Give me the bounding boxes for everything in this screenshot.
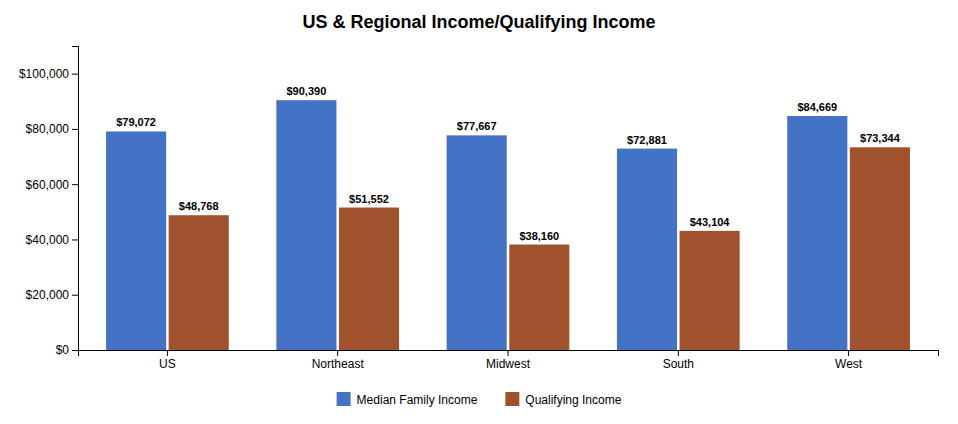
x-tick-line [508, 350, 509, 356]
y-tick: $20,000 [26, 288, 78, 302]
x-tick-line [167, 350, 168, 356]
data-label: $43,104 [690, 216, 731, 228]
data-label: $77,667 [457, 120, 497, 132]
bar [787, 116, 847, 350]
bar [339, 208, 399, 350]
y-tick-line [72, 74, 78, 75]
bar [447, 135, 507, 350]
plot: $0 $20,000 $40,000 $60,000 $80,000 $100,000 US… [19, 47, 939, 371]
x-tick: West [835, 350, 863, 371]
y-tick-line [72, 295, 78, 296]
x-tick-label: Northeast [312, 357, 365, 371]
legend-label: Median Family Income [357, 393, 478, 407]
axis-domain [72, 47, 79, 351]
bars [106, 100, 910, 350]
x-axis: US Northeast Midwest South West [79, 350, 939, 371]
legend-swatch [505, 392, 519, 406]
legend-item: Median Family Income [337, 392, 478, 407]
data-label: $38,160 [519, 230, 559, 242]
x-tick: Northeast [312, 350, 365, 371]
x-tick-line [678, 350, 679, 356]
x-tick-line [848, 350, 849, 356]
legend-item: Qualifying Income [505, 392, 621, 407]
axis-domain [79, 351, 939, 357]
y-axis: $0 $20,000 $40,000 $60,000 $80,000 $100,000 [19, 47, 79, 358]
y-tick-line [72, 184, 78, 185]
y-tick: $0 [56, 343, 78, 357]
x-tick: Midwest [486, 350, 531, 371]
x-tick-label: Midwest [486, 357, 531, 371]
bar [850, 147, 910, 350]
x-tick-label: West [835, 357, 863, 371]
x-tick: US [159, 350, 176, 371]
data-label: $73,344 [860, 132, 901, 144]
y-tick: $100,000 [19, 67, 78, 81]
y-tick-line [72, 239, 78, 240]
bar [617, 149, 677, 350]
y-tick-label: $20,000 [26, 288, 70, 302]
data-label: $84,669 [797, 101, 837, 113]
legend-label: Qualifying Income [525, 393, 621, 407]
data-label: $79,072 [116, 116, 156, 128]
x-tick: South [663, 350, 694, 371]
bar [276, 100, 336, 350]
data-label: $72,881 [627, 134, 667, 146]
x-tick-line [337, 350, 338, 356]
bar [680, 231, 740, 350]
data-label: $48,768 [179, 200, 219, 212]
y-tick-label: $80,000 [26, 122, 70, 136]
y-tick-label: $60,000 [26, 178, 70, 192]
data-labels: $79,072 $90,390 $77,667 $72,881 $84,669 $48,7… [116, 85, 900, 241]
bar [169, 215, 229, 350]
legend: Median Family Income Qualifying Income [337, 392, 622, 407]
x-tick-label: South [663, 357, 694, 371]
y-tick-label: $0 [56, 343, 70, 357]
x-tick-label: US [159, 357, 176, 371]
data-label: $51,552 [349, 193, 389, 205]
legend-swatch [337, 392, 351, 406]
y-tick: $80,000 [26, 122, 78, 136]
bar [106, 131, 166, 350]
y-tick: $40,000 [26, 233, 78, 247]
y-tick: $60,000 [26, 178, 78, 192]
y-tick-label: $40,000 [26, 233, 70, 247]
bar [509, 245, 569, 350]
chart: US & Regional Income/Qualifying Income $0… [0, 0, 958, 424]
y-tick-line [72, 350, 78, 351]
y-tick-line [72, 129, 78, 130]
y-tick-label: $100,000 [19, 67, 69, 81]
title: US & Regional Income/Qualifying Income [302, 12, 655, 32]
data-label: $90,390 [287, 85, 327, 97]
